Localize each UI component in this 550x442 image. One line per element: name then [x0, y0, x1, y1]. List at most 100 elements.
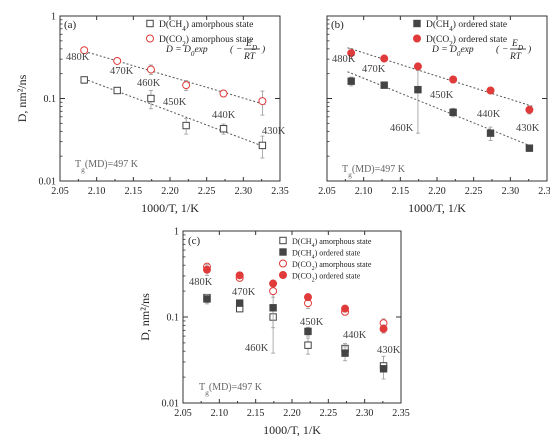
legend-marker [279, 271, 287, 279]
x-tick-label: 2.10 [211, 408, 229, 419]
x-axis-label: 1000/T, 1/K [141, 201, 199, 215]
x-tick-label: 2.25 [320, 408, 338, 419]
data-point [347, 49, 356, 58]
y-tick-label: 1 [51, 12, 56, 23]
x-tick-label: 2.30 [356, 408, 374, 419]
data-point [379, 324, 388, 333]
data-point [80, 76, 88, 84]
temperature-label: 450K [430, 90, 454, 101]
y-tick-label: 1 [174, 227, 179, 238]
data-point [380, 81, 388, 89]
panel-c: 2.05 2.10 2.15 2.20 2.25 2.30 2.35 0.01 0.1 1 1000… [138, 227, 410, 438]
equation-paren: ( [496, 44, 500, 55]
temperature-label: 440K [477, 109, 501, 120]
x-axis-label: 1000/T, 1/K [263, 423, 321, 437]
legend-marker [279, 236, 287, 245]
data-point [449, 108, 457, 117]
x-tick-label: 2.25 [198, 186, 216, 197]
data-point [341, 349, 349, 357]
y-tick-label: 0.1 [44, 94, 57, 105]
equation-minus: − [502, 45, 508, 55]
legend-entry: D(CO2) ordered state [426, 34, 507, 48]
data-point [203, 295, 211, 303]
data-point [413, 62, 422, 71]
tg-label: Tg(MD)=497 K [342, 164, 406, 179]
temperature-label: 480K [189, 277, 213, 288]
temperature-label: 430K [377, 345, 401, 356]
data-point [380, 54, 389, 63]
legend-entry: D(CH4) amorphous state [159, 19, 253, 33]
x-tick-label: 2.05 [174, 408, 192, 419]
legend-entry: D(CH4) ordered state [426, 19, 507, 33]
x-tick-label: 2.20 [428, 186, 446, 197]
data-point [414, 85, 422, 94]
x-tick-label: 2.05 [51, 186, 69, 197]
y-tick-label: 0.01 [39, 177, 57, 188]
equation-paren: ) [261, 44, 265, 55]
fit-line [80, 49, 266, 106]
x-tick-label: 2.35 [271, 186, 289, 197]
x-tick-label: 2.30 [502, 186, 520, 197]
x-tick-label: 2.25 [465, 186, 483, 197]
data-point [449, 75, 458, 84]
data-point [219, 125, 228, 133]
temperature-label: 480K [66, 52, 90, 63]
x-tick-label: 2.35 [392, 408, 410, 419]
equation-paren: ( [230, 44, 234, 55]
temperature-label: 460K [390, 123, 414, 134]
panel-letter: (b) [331, 19, 344, 31]
data-point [341, 304, 350, 313]
legend-marker [146, 34, 154, 43]
data-point [525, 144, 534, 152]
data-point [304, 341, 312, 349]
x-tick-label: 2.15 [392, 186, 410, 197]
equation-minus: − [236, 45, 242, 55]
equation-lhs: D = D0exp [431, 45, 474, 58]
data-point [113, 56, 122, 65]
panel-letter: (a) [64, 19, 77, 31]
fit-line [347, 71, 533, 148]
data-point [525, 105, 534, 114]
equation-numerator: ED [511, 39, 524, 52]
data-point [235, 299, 244, 307]
equation-lhs: D = D0exp [165, 45, 208, 58]
temperature-label: 450K [163, 97, 187, 108]
fit-line [80, 77, 266, 148]
y-tick-label: 0.01 [162, 399, 180, 410]
y-tick-label: 0.1 [167, 313, 180, 324]
data-point [235, 271, 244, 280]
x-tick-label: 2.20 [283, 408, 301, 419]
data-point [258, 141, 267, 150]
legend-entry: D(CH4) amorphous state [292, 237, 372, 249]
temperature-label: 430K [516, 123, 540, 134]
tg-label: Tg(MD)=497 K [199, 382, 263, 397]
panel-b: 2.05 2.10 2.15 2.20 2.25 2.30 2.35 1000/T, 1/K (… [318, 15, 550, 215]
data-point [304, 327, 312, 336]
data-point [146, 65, 155, 74]
temperature-label: 460K [137, 78, 161, 89]
legend-entry: D(CH4) ordered state [292, 249, 361, 261]
x-tick-label: 2.30 [235, 186, 253, 197]
legend-marker [279, 248, 287, 256]
temperature-label: 450K [300, 317, 324, 328]
x-tick-label: 2.10 [355, 186, 373, 197]
temperature-label: 480K [332, 54, 356, 65]
temperature-label: 440K [343, 330, 367, 341]
x-tick-label: 2.35 [538, 186, 550, 197]
data-point [147, 94, 155, 103]
temperature-label: 440K [212, 110, 236, 121]
data-point [486, 129, 495, 137]
y-axis-label: D, nm²/ns [138, 293, 152, 341]
data-point [379, 365, 388, 373]
data-point [347, 77, 355, 85]
x-tick-label: 2.15 [125, 186, 143, 197]
temperature-label: 470K [232, 287, 256, 298]
data-point [486, 86, 495, 95]
legend-entry: D(CO2) amorphous state [159, 34, 253, 48]
